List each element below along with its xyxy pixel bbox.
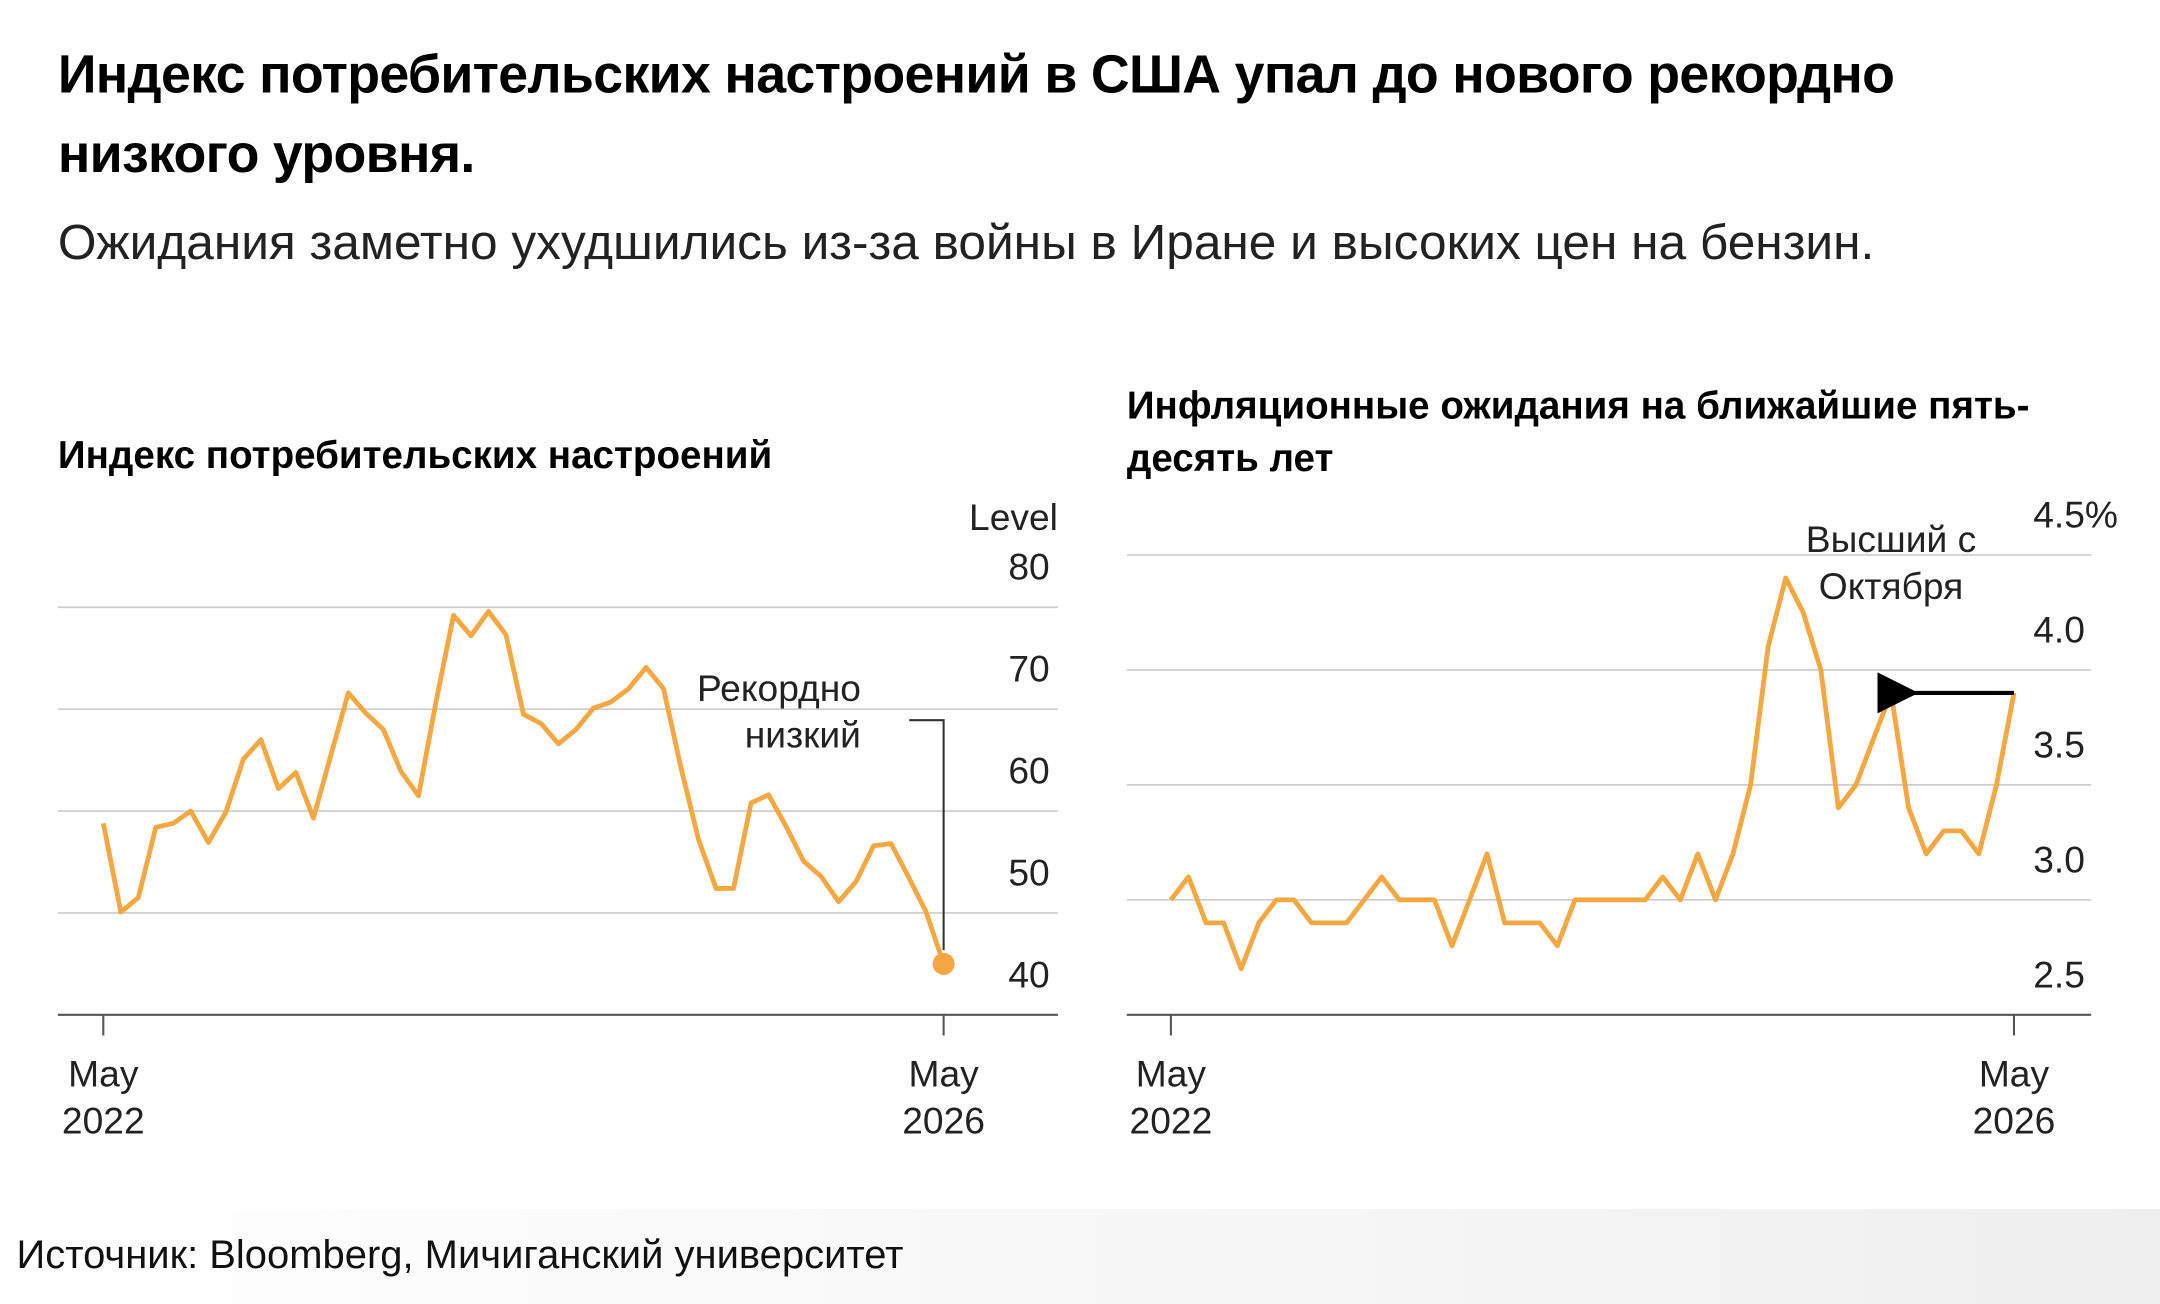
title: Индекс потребительских настроений в США …: [57, 45, 1895, 185]
x-tick-label: May 2026: [902, 1053, 985, 1142]
chart-title: Инфляционные ожидания на ближайшие пять-…: [1126, 384, 2030, 480]
y-tick-label: 3.0: [2033, 838, 2085, 880]
annotation-leader: [909, 719, 945, 951]
data-line: [100, 608, 946, 965]
annotation: Рекордно низкий: [696, 667, 861, 756]
y-tick-label: 4.5%: [2033, 493, 2118, 535]
subtitle: Ожидания заметно ухудшились из-за войны …: [57, 213, 1875, 270]
y-tick-label: 2.5: [2033, 953, 2085, 995]
y-tick-label: 40: [1008, 953, 1049, 995]
annotation: Высший с Октября: [1805, 519, 1977, 608]
x-tick-label: May 2026: [1972, 1053, 2056, 1142]
chart-title: Индекс потребительских настроений: [57, 433, 773, 477]
x-tick-label: May 2022: [1129, 1053, 1213, 1142]
y-tick-label: 3.5: [2033, 723, 2085, 765]
y-tick-label: 70: [1008, 648, 1049, 690]
y-axis-label: Level: [969, 496, 1058, 538]
y-tick-label: 80: [1008, 546, 1049, 588]
footer-band: [0, 1208, 2160, 1304]
source: Источник: Bloomberg, Мичиганский универс…: [16, 1233, 904, 1278]
data-line: [1169, 575, 2017, 972]
y-tick-label: 50: [1008, 851, 1049, 893]
record-dot: [932, 952, 955, 975]
x-tick-label: May 2022: [61, 1053, 145, 1142]
y-tick-label: 4.0: [2033, 608, 2085, 650]
y-tick-label: 60: [1008, 750, 1049, 792]
